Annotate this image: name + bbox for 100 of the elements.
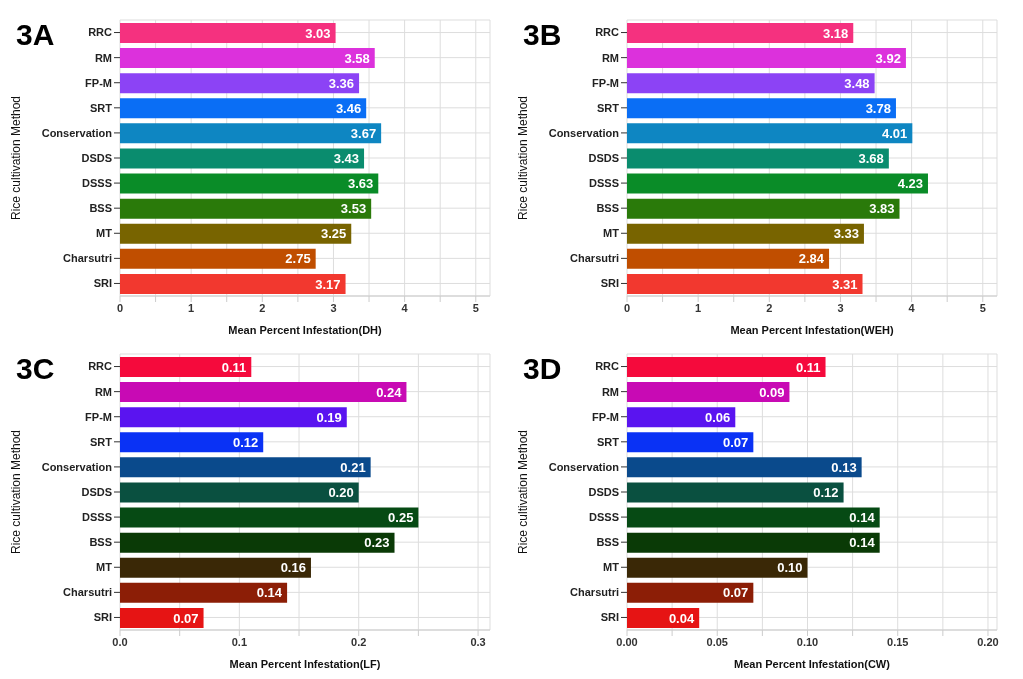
x-tick-label: 3 <box>837 301 844 314</box>
x-tick-label: 0.20 <box>977 635 999 648</box>
data-label: 0.07 <box>723 585 749 601</box>
data-label: 0.04 <box>668 610 695 626</box>
bar <box>120 198 372 219</box>
bar <box>120 457 371 478</box>
y-tick-label: FP-M <box>592 410 619 423</box>
bar <box>627 557 808 578</box>
y-tick-label: DSDS <box>81 151 112 164</box>
chart-title: 3D <box>523 352 562 386</box>
y-tick-label: Charsutri <box>570 252 619 265</box>
y-tick-label: SRI <box>93 611 112 624</box>
x-tick-label: 0.0 <box>112 635 128 648</box>
bar <box>120 73 360 94</box>
x-tick-label: 0.3 <box>470 635 486 648</box>
x-tick-label: 0.10 <box>796 635 819 648</box>
data-label: 2.75 <box>285 251 311 267</box>
y-tick-label: SRI <box>93 277 112 290</box>
data-label: 0.10 <box>777 560 803 576</box>
bar <box>120 23 336 43</box>
bar <box>627 382 790 403</box>
x-tick-label: 4 <box>908 301 916 314</box>
data-label: 0.07 <box>723 434 749 450</box>
x-tick-label: 3 <box>330 301 337 314</box>
bar <box>627 407 736 428</box>
chart-title: 3A <box>16 18 55 52</box>
y-tick-label: SRI <box>600 611 619 624</box>
x-axis-title: Mean Percent Infestation(DH) <box>228 324 383 336</box>
bar <box>120 507 419 528</box>
y-tick-label: Conservation <box>548 460 620 473</box>
data-label: 0.12 <box>232 434 259 450</box>
bar <box>120 273 346 294</box>
y-tick-label: SRT <box>597 435 620 448</box>
data-label: 0.23 <box>364 535 390 551</box>
data-label: 0.16 <box>280 560 306 576</box>
y-tick-label: FP-M <box>85 76 112 89</box>
bar <box>627 23 854 43</box>
data-label: 3.25 <box>320 226 347 242</box>
y-tick-label: SRT <box>90 101 113 114</box>
data-label: 3.03 <box>305 25 331 41</box>
data-label: 0.12 <box>813 485 839 501</box>
data-label: 0.14 <box>849 535 876 551</box>
y-tick-label: Charsutri <box>63 252 112 265</box>
bar <box>120 407 347 428</box>
data-label: 3.58 <box>344 50 370 66</box>
y-tick-label: FP-M <box>592 76 619 89</box>
x-tick-label: 1 <box>188 301 195 314</box>
bar <box>627 48 906 69</box>
data-label: 3.31 <box>832 276 858 292</box>
y-tick-label: MT <box>603 227 620 240</box>
data-label: 3.83 <box>869 201 895 217</box>
y-axis-title: Rice cultivation Method <box>516 95 531 221</box>
bar <box>120 123 382 144</box>
x-tick-label: 2 <box>766 301 773 314</box>
bar <box>627 357 826 377</box>
y-tick-label: RM <box>94 51 112 64</box>
bar <box>120 148 365 169</box>
y-tick-label: RRC <box>595 26 620 39</box>
y-tick-label: DSSS <box>589 177 619 189</box>
x-tick-label: 4 <box>401 301 409 314</box>
x-tick-label: 0 <box>116 301 124 314</box>
x-tick-label: 5 <box>472 301 479 314</box>
y-tick-label: SRT <box>90 435 113 448</box>
data-label: 4.01 <box>882 125 908 141</box>
y-tick-label: RM <box>601 385 619 398</box>
bar <box>120 173 379 194</box>
bar <box>627 223 864 244</box>
data-label: 3.68 <box>858 151 884 167</box>
x-tick-label: 5 <box>979 301 986 314</box>
bar <box>120 482 359 503</box>
y-tick-label: BSS <box>596 202 619 215</box>
x-tick-label: 2 <box>259 301 266 314</box>
y-tick-label: MT <box>96 561 113 574</box>
y-axis-title: Rice cultivation Method <box>9 95 24 221</box>
data-label: 3.17 <box>315 276 341 292</box>
bar <box>627 582 754 603</box>
data-label: 3.67 <box>350 125 377 141</box>
data-label: 0.09 <box>759 384 785 400</box>
bar <box>120 48 375 69</box>
data-label: 3.78 <box>865 100 891 116</box>
data-label: 0.24 <box>376 384 403 400</box>
y-tick-label: RRC <box>595 360 620 373</box>
data-label: 0.14 <box>256 585 283 601</box>
y-tick-label: DSDS <box>588 485 619 498</box>
bar <box>120 357 252 377</box>
bar <box>627 482 844 503</box>
bar <box>627 532 880 553</box>
bar <box>120 223 352 244</box>
bar <box>627 148 889 169</box>
y-tick-label: DSSS <box>589 511 619 523</box>
data-label: 3.53 <box>340 201 367 217</box>
data-label: 3.48 <box>844 75 870 91</box>
y-tick-label: RM <box>601 51 619 64</box>
y-tick-label: BSS <box>596 536 619 549</box>
y-tick-label: Conservation <box>41 126 113 139</box>
y-tick-label: SRT <box>597 101 620 114</box>
data-label: 3.43 <box>333 151 360 167</box>
data-label: 0.20 <box>328 485 354 501</box>
data-label: 4.23 <box>897 176 923 192</box>
x-tick-label: 0.1 <box>231 635 247 648</box>
